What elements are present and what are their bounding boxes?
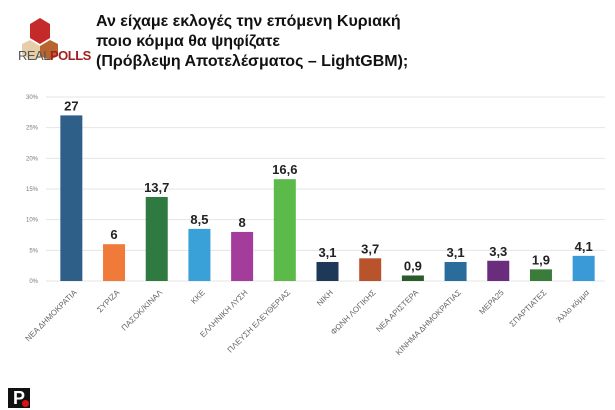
logo-text: REALPOLLS (18, 48, 91, 63)
y-tick-label: 0% (29, 279, 38, 285)
bar (60, 115, 83, 282)
data-label: 3,7 (361, 241, 379, 256)
data-label: 27 (64, 98, 78, 113)
y-tick-label: 25% (26, 126, 39, 132)
bar (529, 269, 552, 281)
bar (572, 255, 595, 281)
y-tick-label: 20% (26, 156, 39, 162)
y-tick-label: 30% (26, 95, 39, 101)
bar (401, 275, 424, 281)
title-line: (Πρόβλεψη Αποτελέσματος – LightGBM); (96, 53, 409, 70)
bar (145, 196, 168, 281)
data-label: 16,6 (272, 162, 297, 177)
y-tick-label: 10% (26, 218, 39, 224)
bar (231, 231, 254, 281)
data-label: 1,9 (532, 252, 550, 267)
x-tick-label: ΜΕΡΑ25 (477, 288, 506, 317)
bar (359, 258, 382, 281)
x-tick-label: ΚΚΕ (189, 288, 207, 306)
data-label: 8,5 (190, 212, 208, 227)
x-tick-label: ΝΕΑ ΔΗΜΟΚΡΑΤΙΑ (24, 288, 80, 344)
title-line: Αν είχαμε εκλογές την επόμενη Κυριακή (96, 13, 401, 30)
x-tick-label: ΣΠΑΡΤΙΑΤΕΣ (508, 288, 549, 329)
bar (273, 179, 296, 281)
data-label: 0,9 (404, 258, 422, 273)
bar (103, 244, 126, 281)
y-tick-label: 15% (26, 187, 39, 193)
data-label: 13,7 (144, 180, 169, 195)
bar (487, 260, 510, 281)
title-line: ποιο κόμμα θα ψηφίζατε (96, 33, 280, 50)
x-tick-label: Άλλο κόμμα (555, 288, 591, 324)
x-tick-label: ΠΑΣΟΚ/ΚΙΝΑΛ (120, 288, 165, 333)
data-label: 4,1 (575, 239, 593, 254)
bar (444, 261, 467, 281)
data-label: 3,1 (318, 245, 336, 260)
data-label: 6 (110, 227, 117, 242)
x-tick-label: ΝΙΚΗ (315, 288, 335, 308)
bar-chart: 0% 5% 10% 15% 20% 25% 30% 27 ΝΕΑ ΔΗΜΟΚΡΑΤΙΑ 6 ΣΥΡΙ… (24, 95, 605, 357)
chart-title: Αν είχαμε εκλογές την επόμενη Κυριακή πο… (96, 12, 408, 72)
x-tick-label: ΣΥΡΙΖΑ (95, 288, 122, 315)
logo-cubes-icon (22, 18, 58, 60)
y-tick-label: 5% (29, 248, 38, 254)
x-tick-label: ΦΩΝΗ ΛΟΓΙΚΗΣ (329, 288, 378, 337)
footer-logo: P (8, 388, 30, 408)
data-label: 8 (238, 215, 245, 230)
bar (188, 228, 211, 281)
data-label: 3,1 (447, 245, 465, 260)
data-label: 3,3 (489, 244, 507, 259)
realpolls-logo (14, 14, 84, 74)
bar (316, 261, 339, 281)
x-tick-label: ΝΕΑ ΑΡΙΣΤΕΡΑ (374, 288, 420, 334)
